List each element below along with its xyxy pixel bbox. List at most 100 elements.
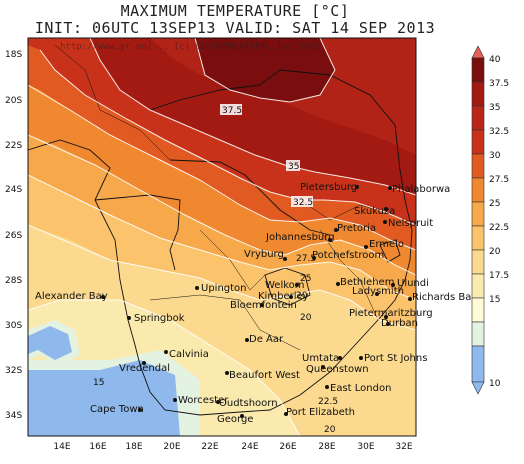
colorbar-segment bbox=[471, 273, 485, 299]
chart-subtitle: INIT: 06UTC 13SEP13 VALID: SAT 14 SEP 20… bbox=[34, 19, 436, 37]
contour-label-bg bbox=[291, 196, 313, 207]
lat-label: 32S bbox=[5, 366, 22, 376]
city-marker bbox=[336, 282, 340, 286]
city-label: Worcester bbox=[178, 395, 229, 406]
lon-label: 24E bbox=[241, 442, 258, 452]
city-marker bbox=[384, 207, 388, 211]
city-marker bbox=[295, 283, 299, 287]
colorbar-label: 17.5 bbox=[489, 271, 509, 281]
city-marker bbox=[164, 350, 168, 354]
cities: Phalaborwa Pietersburg Skukuza Nelspruit… bbox=[35, 182, 477, 425]
colorbar-segment bbox=[471, 321, 485, 347]
city-label: Durban bbox=[381, 318, 418, 329]
lon-axis: 14E 16E 18E 20E 22E 24E 26E 28E 30E 32E bbox=[53, 442, 412, 452]
city-label: George bbox=[217, 414, 253, 425]
contour-label: 20 bbox=[324, 425, 336, 435]
lon-label: 30E bbox=[357, 442, 374, 452]
province-line-5 bbox=[54, 44, 171, 161]
city-marker bbox=[289, 295, 293, 299]
city-marker bbox=[375, 292, 379, 296]
city-label: Nelspruit bbox=[388, 218, 433, 229]
colorbar-label: 40 bbox=[489, 55, 501, 65]
city-label: Pretoria bbox=[337, 223, 376, 234]
city-label: Beaufort West bbox=[229, 370, 300, 381]
city-marker bbox=[388, 186, 392, 190]
lat-label: 26S bbox=[5, 231, 22, 241]
city-label: Port St Johns bbox=[364, 353, 427, 364]
lon-label: 22E bbox=[201, 442, 218, 452]
city-marker bbox=[325, 385, 329, 389]
city-label: Bethlehem bbox=[340, 277, 394, 288]
city-label: Welkom bbox=[265, 280, 305, 291]
city-marker bbox=[384, 315, 388, 319]
city-marker bbox=[334, 228, 338, 232]
contour-label: 37.5 bbox=[222, 106, 242, 116]
colorbar-label: 22.5 bbox=[489, 223, 509, 233]
city-label: Upington bbox=[201, 283, 247, 294]
contour-35 bbox=[89, 38, 416, 196]
city-label: Ermelo bbox=[369, 239, 404, 250]
contour-label: 35 bbox=[288, 162, 299, 172]
city-label: Phalaborwa bbox=[392, 184, 450, 195]
border-zimbabwe bbox=[279, 69, 406, 201]
city-label: Alexander Bay bbox=[35, 291, 108, 302]
lon-label: 28E bbox=[318, 442, 335, 452]
city-label: Potchefstroom bbox=[312, 250, 384, 261]
contour-label: 27.5 bbox=[296, 254, 316, 264]
city-label: Ulundi bbox=[397, 278, 429, 289]
city-marker bbox=[142, 361, 146, 365]
lat-axis: 18S 20S 22S 24S 26S 28S 30S 32S 34S bbox=[5, 50, 22, 421]
band-37-5 bbox=[195, 38, 335, 102]
colorbar-label: 35 bbox=[489, 103, 500, 113]
contour-label: 25 bbox=[300, 274, 311, 284]
contour-label: 32.5 bbox=[293, 198, 313, 208]
city-marker bbox=[216, 400, 220, 404]
colorbar: 40 37.5 35 32.5 30 27.5 25 22.5 20 17.5 … bbox=[471, 45, 509, 395]
colorbar-label: 20 bbox=[489, 247, 501, 257]
colorbar-top-arrow bbox=[471, 45, 485, 59]
colorbar-segment bbox=[471, 297, 485, 323]
colorbar-label: 32.5 bbox=[489, 127, 509, 137]
contour-37-5 bbox=[194, 38, 336, 103]
colorbar-segment bbox=[471, 345, 485, 383]
city-label: Port Elizabeth bbox=[286, 407, 355, 418]
city-label: Springbok bbox=[134, 313, 185, 324]
city-label: Ladysmith bbox=[352, 286, 404, 297]
city-marker bbox=[284, 412, 288, 416]
chart-title: MAXIMUM TEMPERATURE [°C] bbox=[120, 2, 350, 20]
lat-label: 22S bbox=[5, 141, 22, 151]
contour-label: 20 bbox=[300, 313, 312, 323]
city-label: Johannesburg bbox=[265, 232, 335, 243]
city-marker bbox=[386, 322, 390, 326]
city-label: De Aar bbox=[249, 334, 284, 345]
contour-label-bg bbox=[286, 160, 300, 171]
province-line-1 bbox=[149, 294, 301, 351]
contour-label-bg bbox=[220, 104, 242, 115]
city-marker bbox=[383, 220, 387, 224]
city-label: Umtata bbox=[302, 353, 339, 364]
cold-ocean-sw bbox=[28, 396, 160, 436]
lon-label: 20E bbox=[163, 442, 180, 452]
city-marker bbox=[225, 371, 229, 375]
colorbar-bottom-arrow bbox=[471, 381, 485, 395]
lon-label: 18E bbox=[125, 442, 142, 452]
city-label: Calvinia bbox=[169, 349, 209, 360]
lon-label: 32E bbox=[395, 442, 412, 452]
colorbar-label: 30 bbox=[489, 151, 501, 161]
contour-lines bbox=[28, 38, 416, 436]
cold-band-west bbox=[28, 326, 72, 360]
city-marker bbox=[312, 256, 316, 260]
city-label: Kimberley bbox=[258, 291, 309, 302]
province-line-3 bbox=[319, 229, 379, 321]
city-label: Vredendal bbox=[119, 363, 170, 374]
coastline bbox=[28, 139, 413, 416]
contour-30 bbox=[28, 84, 416, 251]
contour-20 bbox=[28, 299, 301, 436]
city-marker bbox=[127, 316, 131, 320]
boundaries bbox=[28, 44, 413, 416]
city-marker bbox=[138, 408, 142, 412]
lat-label: 34S bbox=[5, 411, 22, 421]
city-label: Queenstown bbox=[306, 364, 369, 375]
contour-labels: 37.5 35 32.5 27.5 25 20 15 22.5 20 20 bbox=[93, 104, 338, 435]
